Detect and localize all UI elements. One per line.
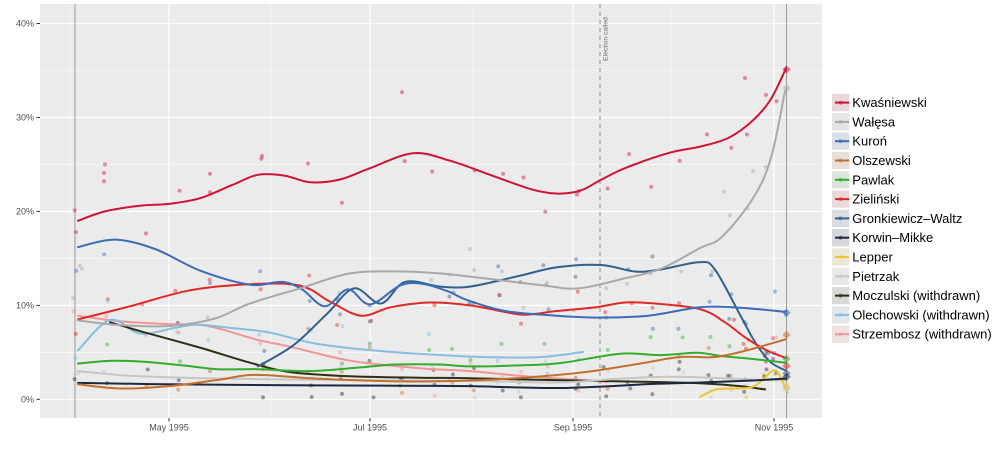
- svg-text:Olszewski: Olszewski: [852, 153, 911, 168]
- svg-text:Olechowski (withdrawn): Olechowski (withdrawn): [852, 307, 989, 322]
- svg-text:Election called: Election called: [603, 17, 610, 61]
- svg-text:40%: 40%: [16, 19, 34, 29]
- svg-text:May 1995: May 1995: [149, 423, 189, 433]
- svg-text:Moczulski (withdrawn): Moczulski (withdrawn): [852, 288, 980, 303]
- svg-text:Wałęsa: Wałęsa: [852, 114, 896, 129]
- svg-text:Jul 1995: Jul 1995: [353, 423, 387, 433]
- svg-text:10%: 10%: [16, 301, 34, 311]
- svg-text:Strzembosz (withdrawn): Strzembosz (withdrawn): [852, 327, 991, 342]
- svg-text:Pawlak: Pawlak: [852, 172, 894, 187]
- svg-text:Lepper: Lepper: [852, 250, 893, 265]
- svg-text:Nov 1995: Nov 1995: [755, 423, 794, 433]
- svg-text:Gronkiewicz–Waltz: Gronkiewicz–Waltz: [852, 211, 962, 226]
- svg-text:Kuroń: Kuroń: [852, 134, 887, 149]
- svg-text:0%: 0%: [21, 395, 34, 405]
- svg-text:20%: 20%: [16, 207, 34, 217]
- svg-text:Korwin–Mikke: Korwin–Mikke: [852, 230, 933, 245]
- svg-text:Zieliński: Zieliński: [852, 192, 899, 207]
- svg-text:Sep 1995: Sep 1995: [554, 423, 593, 433]
- svg-text:Kwaśniewski: Kwaśniewski: [852, 95, 927, 110]
- svg-text:Pietrzak: Pietrzak: [852, 269, 899, 284]
- svg-text:30%: 30%: [16, 113, 34, 123]
